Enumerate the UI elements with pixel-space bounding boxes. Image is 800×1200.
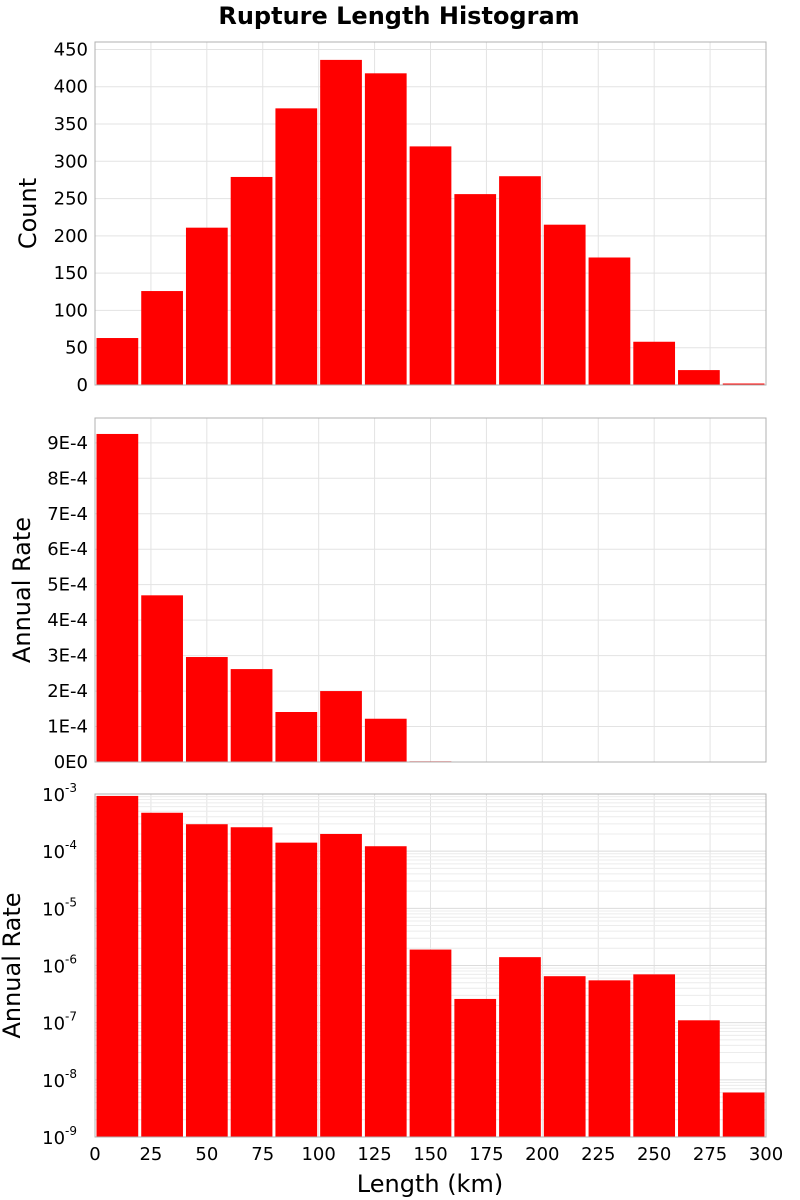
x-tick-label: 125 <box>357 1144 391 1165</box>
plot-frame <box>94 41 767 386</box>
bar <box>543 976 586 1137</box>
y-axis-label: Annual Rate <box>0 892 26 1038</box>
x-tick-label: 25 <box>139 1144 162 1165</box>
x-tick-label: 100 <box>301 1144 335 1165</box>
bar <box>364 73 407 386</box>
bar <box>230 176 273 385</box>
x-tick-label: 50 <box>195 1144 218 1165</box>
x-tick-label: 0 <box>89 1144 100 1165</box>
y-tick-label: 10-6 <box>42 953 77 978</box>
x-tick-label: 175 <box>469 1144 503 1165</box>
y-tick-label: 6E-4 <box>47 539 88 560</box>
y-axis-label: Annual Rate <box>8 517 36 663</box>
chart-title: Rupture Length Histogram <box>218 2 579 30</box>
panel-annual-rate-linear: 0E0 1E-4 2E-4 3E-4 4E-4 5E-4 6E-4 7E-4 8E-4 9E-4 A… <box>8 417 767 773</box>
bar <box>96 433 139 762</box>
y-tick-label: 250 <box>54 189 88 210</box>
y-tick-label: 10-7 <box>42 1010 77 1035</box>
y-tick-label: 10-5 <box>42 895 77 920</box>
bar <box>722 383 765 385</box>
bar <box>364 718 407 762</box>
bar <box>409 146 452 385</box>
bar <box>185 824 228 1137</box>
bar <box>185 657 228 762</box>
x-axis-ticks: 0 25 50 75 100 125 150 175 200 225 250 275 300 <box>89 1144 783 1165</box>
bar <box>722 1092 765 1137</box>
y-tick-label: 400 <box>54 77 88 98</box>
y-tick-label: 5E-4 <box>47 575 88 596</box>
bar <box>678 1020 720 1137</box>
bar <box>275 711 318 762</box>
bar <box>320 833 362 1137</box>
y-tick-label: 200 <box>54 226 88 247</box>
x-tick-label: 225 <box>581 1144 615 1165</box>
y-tick-label: 3E-4 <box>47 646 88 667</box>
panel-count: 0 50 100 150 200 250 300 350 400 450 Count <box>14 39 767 396</box>
bar <box>96 795 139 1137</box>
bar <box>454 998 497 1137</box>
y-tick-label: 150 <box>54 263 88 284</box>
bar <box>678 370 720 385</box>
panel-annual-rate-log: 10-3 10-4 10-5 10-6 10-7 10-8 10-9 Annual Rate <box>0 781 767 1149</box>
bar <box>633 974 676 1137</box>
plot-frame <box>94 793 767 1138</box>
bar <box>499 176 541 385</box>
y-tick-label: 0E0 <box>54 752 88 773</box>
y-tick-label: 450 <box>54 39 88 60</box>
y-tick-label: 10-8 <box>42 1067 77 1092</box>
x-tick-label: 250 <box>637 1144 671 1165</box>
bar <box>633 341 676 385</box>
x-tick-label: 300 <box>749 1144 783 1165</box>
bar <box>275 108 318 386</box>
bar <box>588 257 631 385</box>
bar <box>141 595 183 762</box>
y-tick-label: 7E-4 <box>47 504 88 525</box>
plot-frame <box>94 417 767 763</box>
y-tick-label: 50 <box>65 338 88 359</box>
bar <box>96 338 139 385</box>
y-tick-label: 10-4 <box>42 838 77 863</box>
y-tick-label: 1E-4 <box>47 717 88 738</box>
y-tick-label: 300 <box>54 151 88 172</box>
y-tick-label: 100 <box>54 300 88 321</box>
bar <box>499 957 541 1137</box>
bar <box>230 827 273 1137</box>
x-tick-label: 275 <box>693 1144 727 1165</box>
y-tick-label: 2E-4 <box>47 681 88 702</box>
bar <box>543 224 586 385</box>
y-tick-label: 0 <box>77 375 88 396</box>
bar <box>230 669 273 762</box>
y-tick-label: 350 <box>54 114 88 135</box>
x-tick-label: 200 <box>525 1144 559 1165</box>
y-tick-label: 4E-4 <box>47 610 88 631</box>
bar <box>409 949 452 1137</box>
bar <box>141 291 183 385</box>
bar <box>454 194 497 385</box>
bar <box>364 846 407 1137</box>
bar <box>185 227 228 385</box>
x-tick-label: 75 <box>251 1144 274 1165</box>
x-tick-label: 150 <box>413 1144 447 1165</box>
bar <box>141 812 183 1137</box>
y-tick-label: 10-9 <box>42 1124 77 1149</box>
x-axis-label: Length (km) <box>357 1170 503 1198</box>
y-tick-label: 10-3 <box>42 781 77 806</box>
bar <box>588 980 631 1137</box>
bar <box>275 842 318 1137</box>
bar <box>320 691 362 762</box>
y-tick-label: 8E-4 <box>47 468 88 489</box>
y-axis-label: Count <box>14 178 42 249</box>
bar <box>320 59 362 385</box>
y-tick-label: 9E-4 <box>47 433 88 454</box>
